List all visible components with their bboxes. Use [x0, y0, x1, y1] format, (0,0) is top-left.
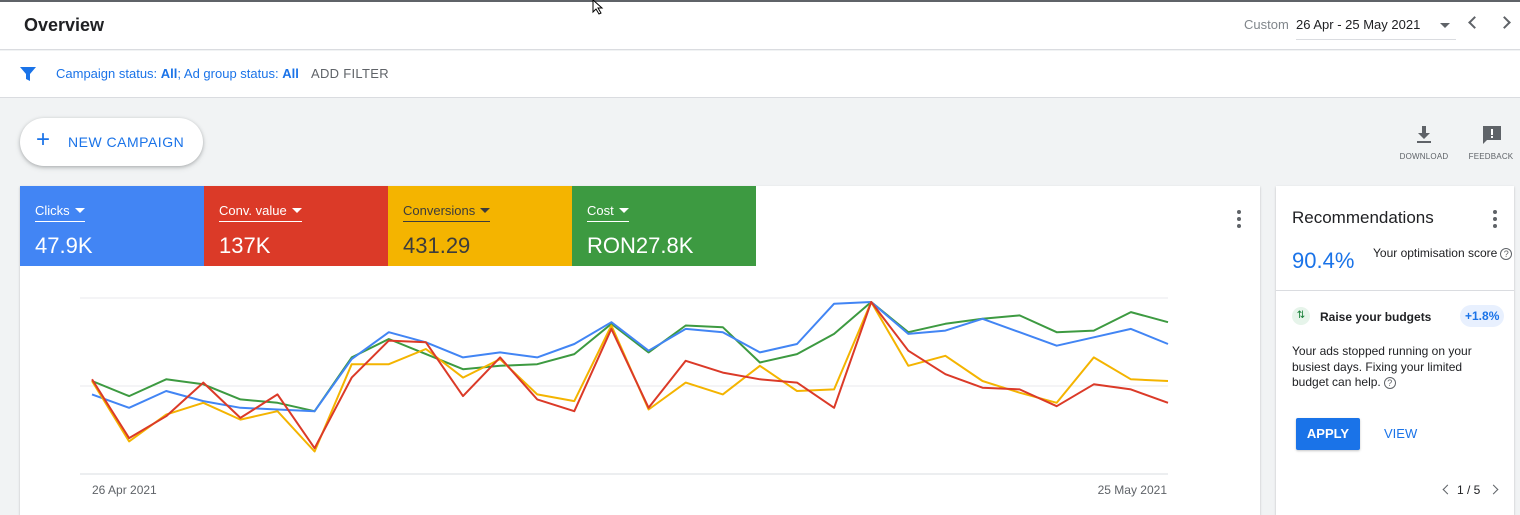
date-range-value: 26 Apr - 25 May 2021: [1296, 17, 1421, 32]
metric-cost-value: RON27.8K: [587, 233, 694, 258]
performance-card: Clicks 47.9K Conv. value 137K Conversion…: [20, 186, 1260, 515]
caret-down-icon: [618, 208, 629, 213]
filter-funnel-icon[interactable]: [19, 65, 37, 83]
performance-line-chart: 26 Apr 2021 25 May 2021: [80, 297, 1169, 497]
series-line-conv-value: [91, 301, 1169, 450]
ad-group-status-value: All: [282, 66, 299, 81]
caret-down-icon: [480, 208, 491, 213]
date-range-select[interactable]: 26 Apr - 25 May 2021: [1296, 12, 1456, 40]
new-campaign-label: NEW CAMPAIGN: [68, 134, 185, 150]
recommendations-title: Recommendations: [1292, 208, 1434, 227]
series-line-conversions: [91, 301, 1169, 453]
series-line-cost: [91, 301, 1169, 413]
next-period-chevron-icon[interactable]: [1498, 16, 1511, 29]
recommendation-description: Your ads stopped running on your busiest…: [1292, 344, 1472, 389]
apply-button[interactable]: APPLY: [1296, 418, 1360, 450]
recommendations-pager: 1 / 5: [1432, 482, 1512, 498]
next-recommendation-chevron-icon[interactable]: [1488, 484, 1499, 495]
campaign-status-value: All: [160, 66, 178, 81]
metric-conversions-label[interactable]: Conversions: [403, 203, 491, 222]
score-uplift-badge: +1.8%: [1460, 305, 1505, 327]
caret-down-icon: [291, 208, 302, 213]
feedback-icon: [1483, 126, 1501, 144]
caret-down-icon: [74, 208, 85, 213]
budget-arrows-icon: ⇅: [1292, 307, 1310, 325]
campaign-status-label: Campaign status:: [56, 66, 161, 81]
filter-separator: ;: [177, 66, 184, 81]
download-label: DOWNLOAD: [1399, 152, 1449, 161]
optimisation-score-value: 90.4%: [1292, 248, 1355, 273]
recommendation-title: Raise your budgets: [1320, 310, 1432, 324]
metric-clicks-label[interactable]: Clicks: [35, 203, 85, 222]
metric-conv-value-label[interactable]: Conv. value: [219, 203, 302, 222]
metric-clicks[interactable]: Clicks 47.9K: [20, 186, 204, 266]
top-bar: Overview Custom 26 Apr - 25 May 2021: [0, 0, 1520, 50]
download-button[interactable]: DOWNLOAD: [1394, 122, 1454, 162]
help-icon[interactable]: ?: [1383, 377, 1396, 389]
divider: [1276, 290, 1514, 291]
metric-conv-value-value: 137K: [219, 233, 271, 258]
feedback-button[interactable]: FEEDBACK: [1461, 122, 1520, 162]
add-filter-button[interactable]: ADD FILTER: [311, 66, 389, 81]
x-axis-end-label: 25 May 2021: [1098, 483, 1168, 497]
download-icon: [1417, 126, 1431, 143]
previous-period-chevron-icon[interactable]: [1468, 16, 1481, 29]
dropdown-arrow-icon: [1440, 23, 1450, 28]
mouse-cursor-icon: [592, 0, 604, 15]
series-layer: [91, 301, 1169, 453]
filter-bar: Campaign status: All; Ad group status: A…: [0, 51, 1520, 98]
recommendations-more-options-icon[interactable]: [1493, 210, 1497, 228]
help-icon[interactable]: ?: [1500, 248, 1513, 260]
previous-recommendation-chevron-icon[interactable]: [1442, 484, 1453, 495]
metric-conversions[interactable]: Conversions 431.29: [388, 186, 572, 266]
view-button[interactable]: VIEW: [1384, 426, 1418, 441]
metric-cost-label[interactable]: Cost: [587, 203, 629, 222]
date-range-label: Custom: [1244, 17, 1289, 32]
active-filters[interactable]: Campaign status: All; Ad group status: A…: [56, 66, 299, 81]
metric-conversions-value: 431.29: [403, 233, 471, 258]
metric-cost[interactable]: Cost RON27.8K: [572, 186, 756, 266]
recommendations-card: Recommendations 90.4% Your optimisation …: [1276, 186, 1514, 515]
series-line-clicks: [91, 301, 1169, 413]
page-title: Overview: [24, 15, 105, 35]
feedback-label: FEEDBACK: [1468, 152, 1514, 161]
x-axis-start-label: 26 Apr 2021: [92, 483, 157, 497]
optimisation-score-label: Your optimisation score?: [1373, 245, 1513, 262]
plus-icon: +: [36, 126, 51, 153]
chart-more-options-icon[interactable]: [1237, 210, 1241, 228]
ad-group-status-label: Ad group status:: [183, 66, 283, 81]
pager-text: 1 / 5: [1457, 483, 1481, 497]
new-campaign-button[interactable]: + NEW CAMPAIGN: [20, 118, 203, 166]
metric-clicks-value: 47.9K: [35, 233, 93, 258]
metric-conv-value[interactable]: Conv. value 137K: [204, 186, 388, 266]
